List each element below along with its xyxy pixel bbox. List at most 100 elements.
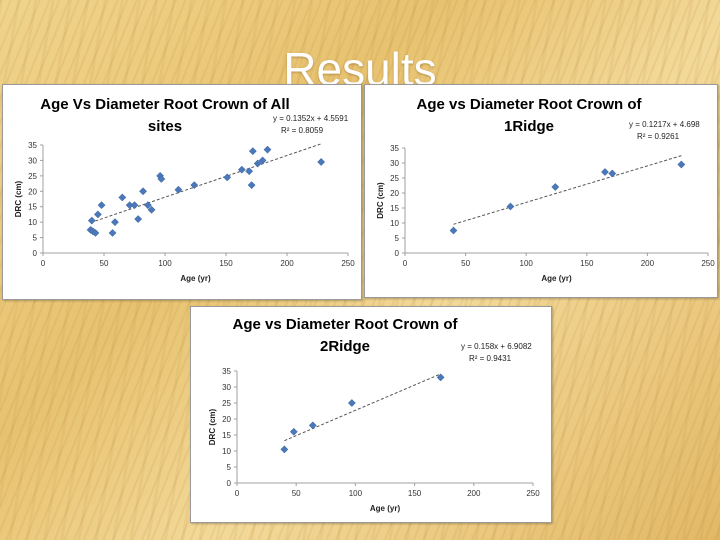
x-tick-label: 100 bbox=[349, 489, 363, 498]
x-tick-label: 200 bbox=[280, 259, 294, 268]
x-tick-label: 50 bbox=[461, 259, 470, 268]
data-point bbox=[608, 169, 617, 178]
y-axis-label: DRC (cm) bbox=[208, 408, 217, 445]
y-tick-label: 0 bbox=[33, 249, 38, 258]
y-tick-label: 10 bbox=[222, 447, 231, 456]
y-tick-label: 25 bbox=[222, 399, 231, 408]
data-point bbox=[280, 445, 289, 454]
x-axis-label: Age (yr) bbox=[541, 274, 572, 283]
chart-all-sites-panel: Age Vs Diameter Root Crown of All sites y … bbox=[2, 84, 362, 300]
data-point bbox=[506, 202, 515, 211]
data-point bbox=[449, 226, 458, 235]
trendline-equation: y = 0.1217x + 4.698 bbox=[629, 120, 700, 129]
trendline-equation: y = 0.158x + 6.9082 bbox=[461, 342, 532, 351]
y-tick-label: 30 bbox=[222, 383, 231, 392]
x-tick-label: 50 bbox=[292, 489, 301, 498]
trendline-r2: R² = 0.9261 bbox=[637, 132, 680, 141]
data-point bbox=[263, 145, 272, 154]
data-point bbox=[143, 201, 152, 210]
data-point bbox=[347, 399, 356, 407]
y-tick-label: 30 bbox=[390, 159, 399, 168]
y-tick-label: 15 bbox=[222, 431, 231, 440]
data-point bbox=[97, 201, 106, 210]
y-tick-label: 10 bbox=[28, 218, 37, 227]
data-point bbox=[174, 185, 183, 194]
x-tick-label: 250 bbox=[341, 259, 355, 268]
x-tick-label: 200 bbox=[467, 489, 481, 498]
chart-title-line: Age Vs Diameter Root Crown of All bbox=[40, 96, 289, 113]
y-tick-label: 5 bbox=[227, 463, 232, 472]
y-tick-label: 35 bbox=[222, 367, 231, 376]
data-point bbox=[247, 181, 256, 190]
data-point bbox=[147, 205, 156, 214]
x-tick-label: 150 bbox=[219, 259, 233, 268]
y-axis-label: DRC (cm) bbox=[376, 182, 385, 219]
x-tick-label: 0 bbox=[41, 259, 46, 268]
data-point bbox=[108, 228, 117, 237]
trendline-r2: R² = 0.8059 bbox=[281, 126, 324, 135]
x-tick-label: 250 bbox=[526, 489, 540, 498]
x-tick-label: 100 bbox=[520, 259, 534, 268]
x-tick-label: 0 bbox=[235, 489, 240, 498]
chart-all-sites: Age Vs Diameter Root Crown of All sites y … bbox=[14, 96, 355, 283]
x-tick-label: 250 bbox=[701, 259, 715, 268]
data-point bbox=[190, 181, 199, 190]
data-point bbox=[436, 373, 445, 382]
data-point bbox=[134, 215, 143, 224]
trendline-r2: R² = 0.9431 bbox=[469, 354, 512, 363]
data-point bbox=[677, 160, 686, 169]
data-point bbox=[237, 165, 246, 174]
y-tick-label: 25 bbox=[390, 174, 399, 183]
data-point bbox=[245, 167, 254, 176]
chart-title-line: Age vs Diameter Root Crown of bbox=[416, 96, 642, 113]
x-tick-label: 100 bbox=[158, 259, 172, 268]
y-tick-label: 30 bbox=[28, 156, 37, 165]
data-point bbox=[93, 210, 102, 219]
chart-2ridge-panel: Age vs Diameter Root Crown of 2Ridge y = 0… bbox=[190, 306, 552, 523]
trendline bbox=[284, 373, 441, 442]
x-axis-label: Age (yr) bbox=[180, 274, 211, 283]
data-point bbox=[601, 168, 609, 176]
y-axis-label: DRC (cm) bbox=[14, 180, 23, 217]
data-point bbox=[551, 183, 560, 191]
chart-2ridge: Age vs Diameter Root Crown of 2Ridge y = 0… bbox=[208, 316, 540, 513]
x-tick-label: 150 bbox=[408, 489, 422, 498]
y-tick-label: 20 bbox=[390, 189, 399, 198]
y-tick-label: 5 bbox=[395, 234, 400, 243]
y-tick-label: 5 bbox=[33, 234, 38, 243]
y-tick-label: 0 bbox=[227, 479, 232, 488]
x-tick-label: 150 bbox=[580, 259, 594, 268]
chart-1ridge: Age vs Diameter Root Crown of 1Ridge y = 0… bbox=[376, 96, 715, 283]
x-axis-label: Age (yr) bbox=[370, 504, 401, 513]
chart-title-line: Age vs Diameter Root Crown of bbox=[232, 316, 458, 333]
chart-title-line: 1Ridge bbox=[504, 118, 554, 135]
data-point bbox=[253, 159, 262, 168]
data-point bbox=[308, 421, 317, 430]
data-point bbox=[289, 427, 298, 436]
y-tick-label: 20 bbox=[222, 415, 231, 424]
data-point bbox=[118, 193, 127, 202]
x-tick-label: 200 bbox=[641, 259, 655, 268]
chart-1ridge-panel: Age vs Diameter Root Crown of 1Ridge y = 0… bbox=[364, 84, 718, 298]
trendline bbox=[90, 143, 322, 224]
trendline bbox=[453, 155, 682, 225]
y-tick-label: 15 bbox=[28, 203, 37, 212]
x-tick-label: 50 bbox=[100, 259, 109, 268]
data-point bbox=[248, 147, 257, 156]
y-tick-label: 20 bbox=[28, 187, 37, 196]
x-tick-label: 0 bbox=[403, 259, 408, 268]
trendline-equation: y = 0.1352x + 4.5591 bbox=[273, 114, 349, 123]
data-point bbox=[130, 201, 139, 210]
chart-title-line: sites bbox=[148, 118, 182, 135]
chart-title-line: 2Ridge bbox=[320, 338, 370, 355]
y-tick-label: 35 bbox=[390, 144, 399, 153]
data-point bbox=[223, 173, 232, 182]
y-tick-label: 25 bbox=[28, 172, 37, 181]
y-tick-label: 10 bbox=[390, 219, 399, 228]
data-point bbox=[87, 216, 96, 225]
data-point bbox=[258, 156, 267, 165]
y-tick-label: 35 bbox=[28, 141, 37, 150]
data-point bbox=[139, 187, 147, 196]
y-tick-label: 15 bbox=[390, 204, 399, 213]
y-tick-label: 0 bbox=[395, 249, 400, 258]
